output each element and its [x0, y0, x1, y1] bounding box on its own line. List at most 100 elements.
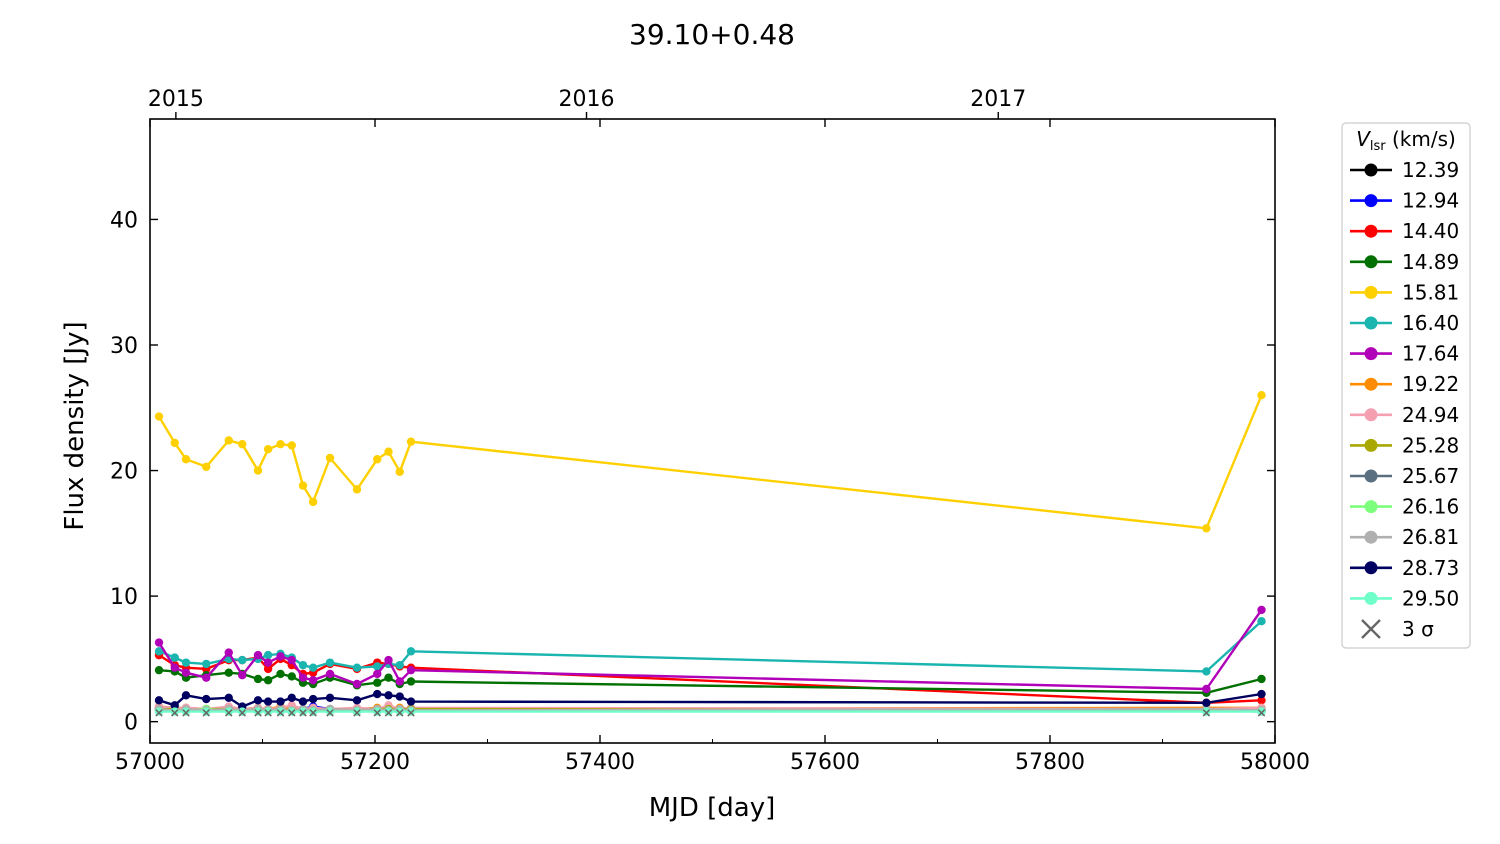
legend-item: 26.81 [1350, 525, 1459, 549]
series-point [352, 707, 362, 716]
sigma3-stroke [288, 709, 296, 717]
series-point [287, 441, 296, 450]
sigma3-stroke [1257, 709, 1266, 717]
legend-swatch-marker [1364, 408, 1378, 422]
sigma3-stroke [171, 709, 179, 717]
series-point [253, 696, 263, 705]
axis-ticks: 57000 57200 57400 57600 57800 58000 0 10 20 30 40 2… [110, 87, 1310, 775]
legend-item: 26.16 [1350, 495, 1459, 519]
series-point [202, 694, 211, 704]
legend-swatch-marker [1364, 377, 1378, 391]
series-point [384, 447, 393, 456]
series-point [181, 658, 191, 667]
series-17.64 [154, 605, 1266, 694]
x-tick-label: 58000 [1240, 750, 1310, 775]
series-point [1257, 605, 1266, 615]
series-point [373, 662, 382, 671]
sigma3-stroke [225, 709, 233, 717]
sigma3-marker [276, 709, 285, 717]
series-point [395, 707, 404, 716]
series-point [253, 707, 263, 716]
year-tick-label: 2015 [148, 87, 204, 112]
x-tick-label: 57200 [340, 750, 410, 775]
series-point [1202, 698, 1211, 708]
sigma3-stroke [276, 709, 285, 717]
series-point [373, 707, 382, 716]
series-point [287, 707, 296, 716]
series-point [395, 677, 404, 686]
series-point [202, 659, 211, 669]
series-point [276, 697, 285, 706]
series-point [276, 707, 285, 716]
legend-item: 29.50 [1350, 586, 1459, 610]
legend-item: 14.40 [1350, 219, 1459, 243]
sigma3-stroke [155, 709, 163, 717]
series-point [395, 467, 404, 477]
series-point [308, 676, 318, 685]
series-point [384, 655, 393, 665]
series-point [406, 697, 416, 706]
sigma3-stroke [202, 709, 210, 717]
series-point [352, 696, 362, 705]
series-point [154, 665, 164, 675]
series-point [181, 668, 191, 677]
sigma3-stroke [1202, 709, 1211, 717]
legend-item: 12.94 [1350, 189, 1459, 213]
series-15.81 [154, 391, 1266, 533]
year-tick-label: 2016 [559, 87, 615, 112]
series-point [287, 672, 296, 681]
series-point [352, 663, 362, 672]
series-point [263, 676, 273, 685]
series-point [395, 692, 404, 701]
series-point [263, 658, 273, 667]
series-point [238, 655, 247, 665]
series-point [224, 707, 233, 716]
series-point [181, 691, 191, 700]
legend-label: 25.67 [1402, 464, 1459, 488]
series-point [263, 650, 273, 660]
series-point [298, 673, 308, 682]
sigma3-marker [396, 709, 404, 717]
legend-label: 25.28 [1402, 433, 1459, 457]
series-point [170, 653, 179, 662]
series-point [308, 694, 318, 704]
sigma3-markers [155, 709, 1266, 717]
sigma3-stroke [373, 709, 381, 717]
series-point [263, 445, 273, 454]
sigma3-stroke [238, 709, 246, 717]
legend-swatch-marker [1364, 561, 1378, 575]
series-point [373, 678, 382, 687]
sigma3-stroke [299, 709, 307, 717]
series-point [384, 707, 393, 716]
sigma3-marker [299, 709, 307, 717]
series-point [181, 707, 191, 716]
sigma3-stroke [407, 709, 415, 717]
sigma3-marker [238, 709, 246, 717]
series-layer [154, 391, 1266, 716]
legend-swatch-marker [1364, 163, 1378, 177]
legend-label: 12.39 [1402, 158, 1459, 182]
series-point [384, 673, 393, 682]
legend-swatch-marker [1364, 469, 1378, 483]
legend-label: 12.94 [1402, 189, 1459, 213]
sigma3-stroke [182, 709, 190, 717]
series-point [276, 439, 285, 449]
series-point [325, 453, 335, 463]
sigma3-marker [202, 709, 210, 717]
series-point [1202, 684, 1211, 694]
series-point [202, 673, 211, 682]
legend-item: 17.64 [1350, 342, 1459, 366]
series-point [170, 707, 179, 716]
series-line [158, 707, 1262, 712]
sigma3-marker [288, 709, 296, 717]
series-point [325, 693, 335, 703]
sigma3-marker [1257, 709, 1266, 717]
series-point [263, 707, 273, 716]
y-tick-label: 0 [124, 711, 138, 736]
sigma3-marker [264, 709, 272, 717]
sigma3-stroke [353, 709, 361, 717]
year-tick-label: 2017 [970, 87, 1026, 112]
series-line [157, 394, 1263, 530]
legend-box [1341, 122, 1471, 649]
